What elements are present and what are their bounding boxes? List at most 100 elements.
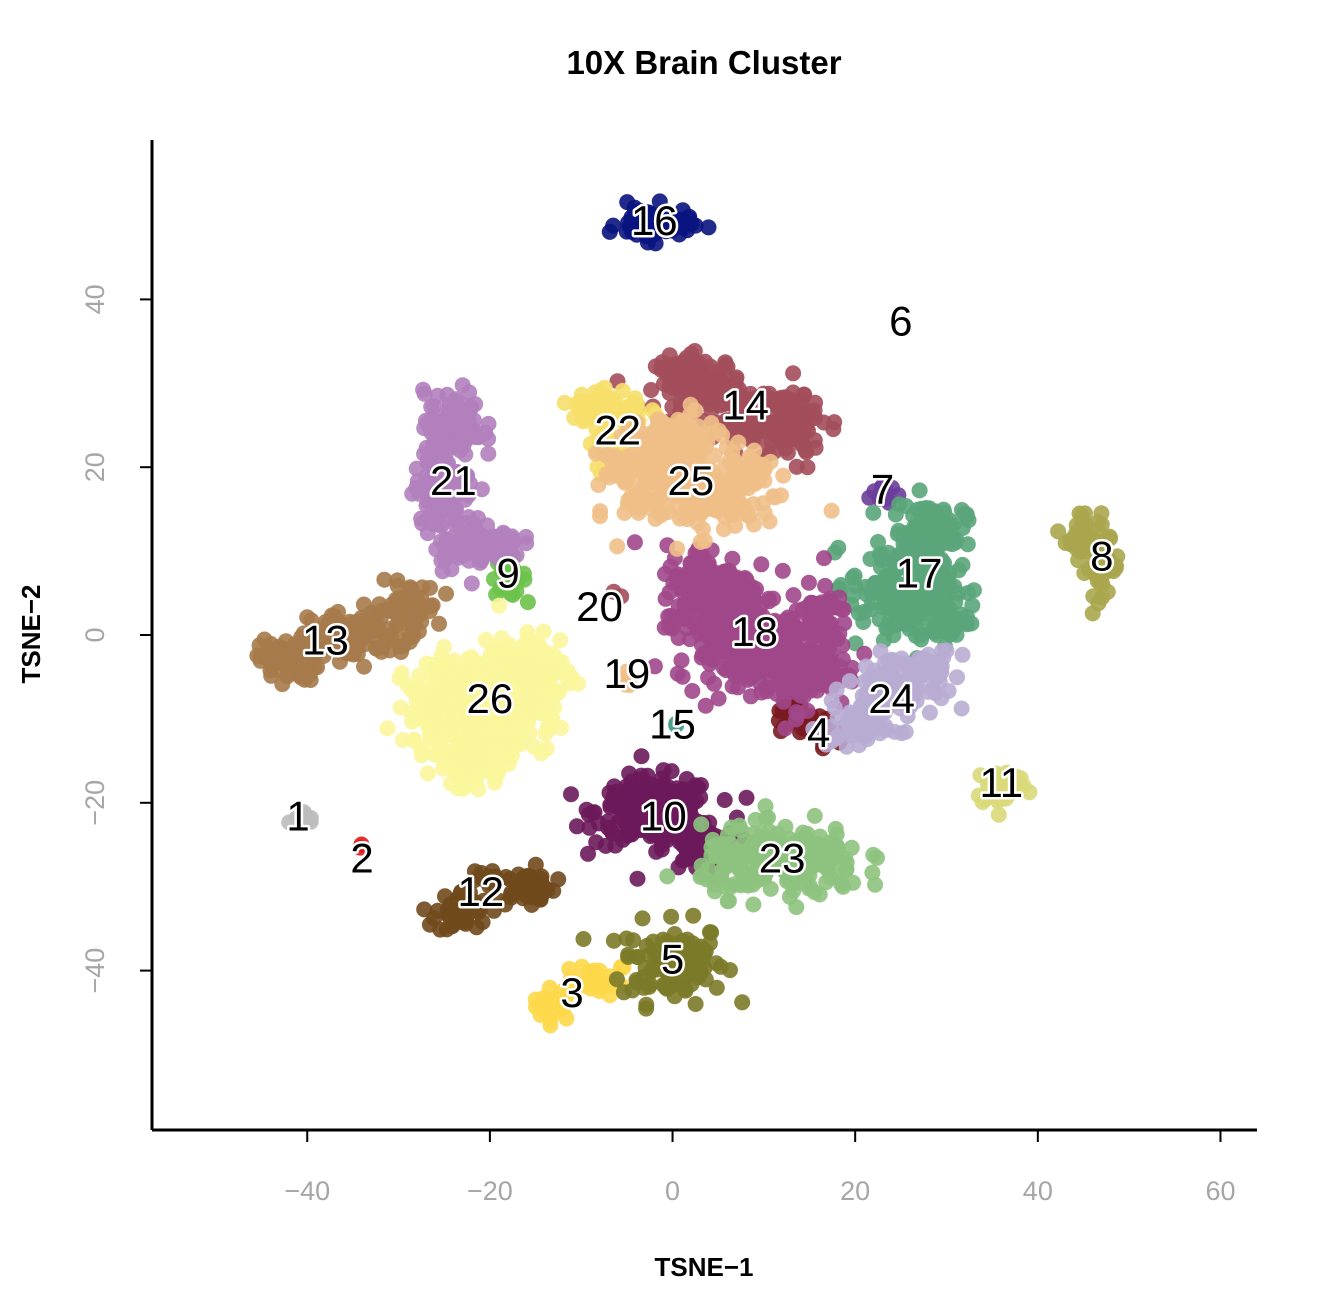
cluster-label-17: 17 bbox=[896, 549, 943, 596]
data-point bbox=[634, 480, 651, 497]
data-point bbox=[520, 867, 537, 884]
cluster-label-2: 2 bbox=[350, 835, 373, 882]
data-point bbox=[458, 528, 475, 545]
data-point bbox=[748, 406, 765, 422]
data-point bbox=[686, 354, 703, 371]
data-point bbox=[887, 506, 904, 523]
data-point bbox=[798, 646, 815, 663]
data-point bbox=[502, 545, 519, 561]
data-point bbox=[949, 669, 965, 686]
data-point bbox=[454, 377, 471, 394]
data-point bbox=[592, 508, 609, 525]
x-axis-ticks: −40 −20 0 20 40 60 bbox=[284, 1130, 1235, 1206]
data-point bbox=[928, 669, 945, 686]
data-point bbox=[660, 785, 677, 802]
data-point bbox=[651, 216, 667, 233]
data-point bbox=[873, 546, 890, 563]
data-point bbox=[353, 836, 370, 853]
data-point bbox=[377, 627, 394, 644]
data-point bbox=[797, 442, 814, 459]
x-tick-label: 20 bbox=[840, 1176, 870, 1206]
y-tick-label: 0 bbox=[80, 627, 110, 642]
data-point bbox=[956, 506, 973, 522]
data-point bbox=[740, 480, 757, 497]
data-point bbox=[528, 685, 545, 702]
data-point bbox=[463, 575, 480, 592]
data-point bbox=[758, 810, 775, 827]
data-point bbox=[634, 910, 651, 927]
data-point bbox=[428, 494, 445, 511]
cluster-label-6: 6 bbox=[889, 298, 912, 345]
data-point bbox=[340, 645, 357, 662]
data-point bbox=[563, 786, 579, 803]
data-point bbox=[856, 645, 873, 662]
data-point bbox=[807, 394, 824, 411]
data-point bbox=[607, 837, 624, 854]
data-point bbox=[628, 226, 645, 243]
data-point bbox=[477, 632, 494, 648]
cluster-label-15: 15 bbox=[649, 700, 696, 747]
data-point bbox=[433, 552, 450, 569]
data-point bbox=[302, 810, 319, 826]
data-point bbox=[389, 607, 406, 624]
x-tick-label: −20 bbox=[467, 1176, 513, 1206]
data-point bbox=[619, 194, 636, 211]
cluster-label-5: 5 bbox=[661, 935, 684, 982]
data-point bbox=[601, 223, 618, 240]
data-point bbox=[428, 432, 445, 449]
data-point bbox=[735, 873, 752, 890]
data-point bbox=[591, 815, 607, 832]
data-point bbox=[421, 916, 438, 933]
data-point bbox=[708, 979, 725, 996]
data-point bbox=[419, 525, 436, 542]
cluster-12-points bbox=[416, 856, 567, 938]
data-point bbox=[618, 782, 635, 799]
data-point bbox=[944, 536, 961, 553]
x-tick-label: 40 bbox=[1023, 1176, 1053, 1206]
data-point bbox=[708, 371, 725, 388]
y-tick-label: 20 bbox=[80, 452, 110, 482]
cluster-3-points bbox=[527, 958, 632, 1034]
data-point bbox=[838, 861, 855, 878]
data-point bbox=[422, 579, 438, 596]
data-point bbox=[727, 371, 744, 388]
data-point bbox=[620, 492, 637, 509]
data-point bbox=[480, 445, 497, 462]
data-point bbox=[934, 621, 951, 638]
cluster-15-points bbox=[668, 715, 685, 734]
data-point bbox=[842, 704, 859, 721]
data-point bbox=[740, 391, 757, 408]
data-point bbox=[930, 519, 947, 535]
data-point bbox=[420, 451, 437, 468]
data-point bbox=[844, 569, 861, 586]
data-point bbox=[687, 575, 704, 592]
data-point bbox=[745, 516, 762, 533]
data-point bbox=[486, 529, 503, 546]
data-point bbox=[669, 665, 686, 682]
data-point bbox=[618, 663, 635, 680]
data-point bbox=[391, 670, 408, 687]
cluster-label-22: 22 bbox=[594, 407, 641, 454]
data-point bbox=[581, 963, 598, 980]
cluster-label-13: 13 bbox=[302, 616, 349, 663]
data-point bbox=[558, 1010, 575, 1027]
data-point bbox=[799, 459, 816, 476]
data-point bbox=[609, 538, 626, 555]
data-point bbox=[518, 535, 535, 552]
cluster-label-1: 1 bbox=[286, 793, 309, 840]
cluster-label-25: 25 bbox=[667, 457, 714, 504]
data-point bbox=[658, 957, 675, 974]
data-point bbox=[743, 578, 760, 595]
data-point bbox=[716, 792, 733, 808]
data-point bbox=[669, 364, 685, 380]
data-point bbox=[693, 816, 710, 833]
data-point bbox=[817, 577, 834, 594]
data-point bbox=[596, 379, 613, 396]
data-point bbox=[941, 578, 958, 595]
data-point bbox=[929, 549, 946, 566]
data-point bbox=[659, 868, 676, 885]
data-point bbox=[657, 590, 674, 607]
data-point bbox=[355, 596, 372, 613]
data-point bbox=[697, 614, 714, 630]
data-point bbox=[1012, 770, 1029, 787]
